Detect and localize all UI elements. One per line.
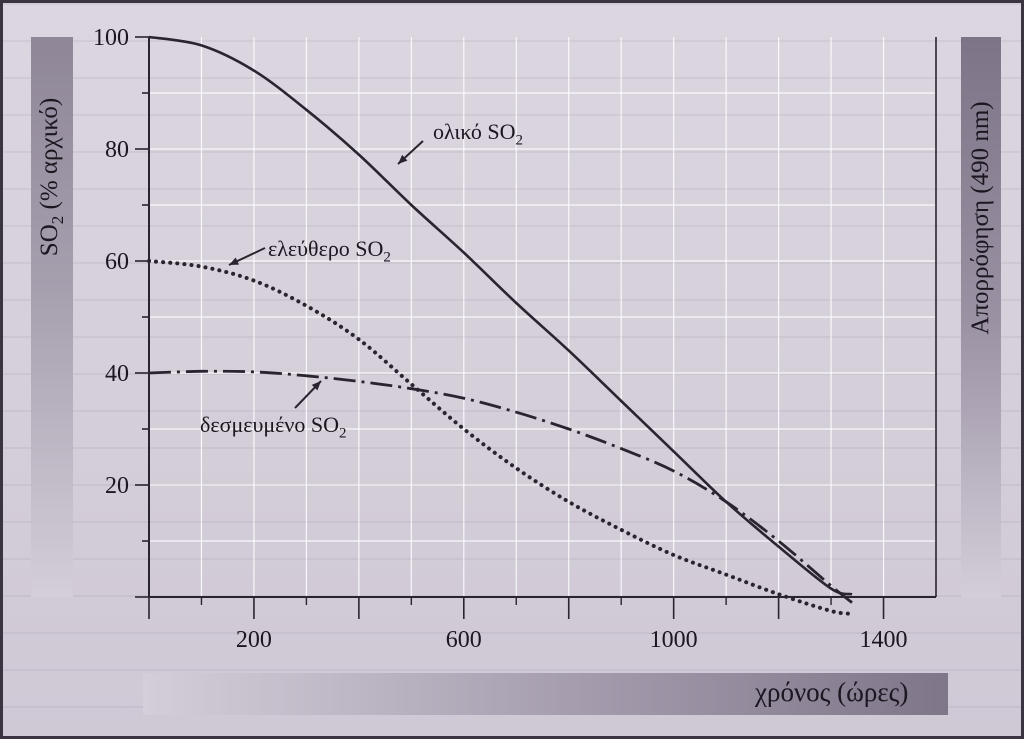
series-line-total-so2	[148, 35, 853, 596]
y-tick-label: 60	[105, 249, 129, 275]
x-tick-label: 1000	[650, 627, 698, 653]
y2-axis-title: Απορρόφηση (490 nm)	[967, 101, 994, 335]
chart-svg: 200 600 1000 1400 100 80 60 40 20	[93, 25, 937, 653]
x-tick-label: 600	[446, 627, 482, 653]
pointer-arrow-free-head	[229, 257, 239, 265]
bottom-axis-band	[143, 673, 948, 715]
grid-layer	[149, 37, 936, 597]
pointer-arrow-bound-head	[311, 381, 321, 391]
series-label-bound: δεσμευμένο SO2	[200, 412, 347, 442]
pointer-layer	[228, 140, 424, 409]
y-tick-label: 100	[93, 25, 129, 51]
y-tick-label: 40	[105, 361, 129, 387]
right-axis-band	[961, 37, 1001, 597]
series-layer	[147, 35, 855, 616]
series-label-free: ελεύθερο SO2	[268, 236, 391, 266]
y-tick-label: 80	[105, 137, 129, 163]
series-line-free-so2	[147, 259, 855, 616]
axis-layer: 200 600 1000 1400 100 80 60 40 20	[93, 25, 937, 653]
pointer-arrow-total-head	[398, 154, 408, 164]
x-axis-title: χρόνος (ώρες)	[755, 677, 909, 707]
series-line-bound-so2	[148, 369, 853, 604]
x-tick-label: 1400	[860, 627, 908, 653]
series-label-total: ολικό SO2	[433, 119, 524, 149]
y-tick-label: 20	[105, 473, 129, 499]
background-texture	[3, 3, 1021, 736]
left-axis-band	[31, 37, 73, 597]
x-tick-label: 200	[236, 627, 272, 653]
y-axis-title: SO2 (% αρχικό)	[36, 97, 67, 257]
